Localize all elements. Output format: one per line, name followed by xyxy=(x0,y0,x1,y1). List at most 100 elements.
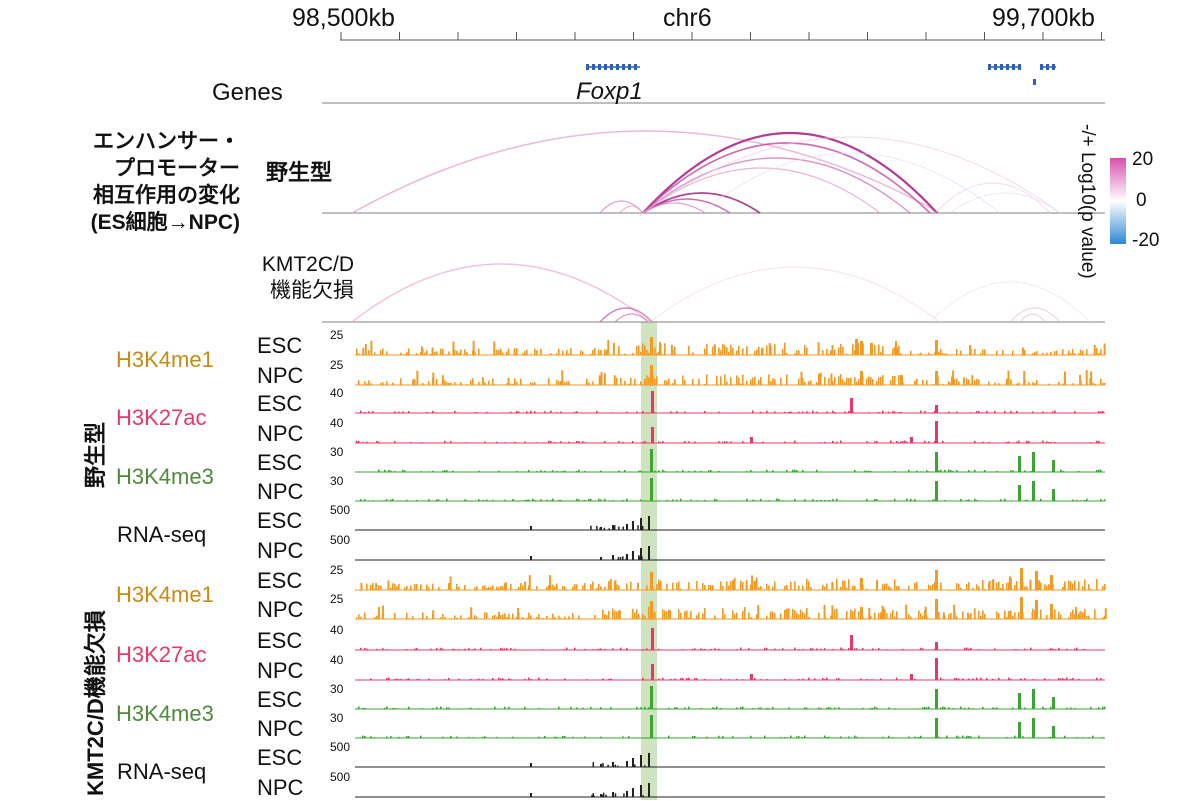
signal-peak xyxy=(1079,612,1081,619)
signal-bar xyxy=(748,612,750,619)
signal-bar xyxy=(704,411,706,413)
signal-bar xyxy=(824,736,826,738)
signal-bar xyxy=(472,649,474,650)
signal-bar xyxy=(382,382,384,385)
signal-bar xyxy=(580,737,582,738)
signal-bar xyxy=(526,411,528,413)
signal-bar xyxy=(634,379,636,385)
signal-bar xyxy=(676,737,678,738)
signal-bar xyxy=(544,411,546,413)
signal-bar xyxy=(522,471,524,472)
signal-bar xyxy=(868,412,870,413)
signal-bar xyxy=(1026,586,1028,590)
signal-bar xyxy=(394,584,396,590)
signal-bar xyxy=(520,583,522,590)
signal-bar xyxy=(730,345,732,355)
signal-bar xyxy=(840,344,842,355)
signal-bar xyxy=(356,617,358,619)
signal-bar xyxy=(554,442,556,443)
signal-bar xyxy=(1014,736,1016,738)
signal-bar xyxy=(422,383,424,385)
signal-bar xyxy=(742,441,744,443)
signal-bar xyxy=(526,350,528,355)
signal-bar xyxy=(586,379,588,385)
signal-bar xyxy=(970,736,972,738)
signal-bar xyxy=(450,383,452,385)
signal-bar xyxy=(902,649,904,650)
signal-bar xyxy=(550,471,552,472)
ruler-ticks xyxy=(341,32,1102,40)
signal-bar xyxy=(596,649,598,650)
gene-exon xyxy=(1040,64,1043,70)
signal-bar xyxy=(562,736,564,738)
signal-bar xyxy=(982,737,984,738)
signal-bar xyxy=(362,708,364,709)
signal-bar xyxy=(686,500,688,501)
signal-bar xyxy=(660,442,662,443)
signal-bar xyxy=(646,737,648,738)
signal-bar xyxy=(664,343,666,355)
signal-bar xyxy=(412,708,414,709)
signal-peak xyxy=(1052,726,1055,738)
signal-bar xyxy=(510,412,512,413)
signal-bar xyxy=(648,353,650,355)
signal-bar xyxy=(604,441,606,443)
signal-bar xyxy=(560,411,562,413)
signal-bar xyxy=(576,441,578,443)
signal-bar xyxy=(892,348,894,355)
signal-bar xyxy=(850,442,852,443)
signal-bar xyxy=(666,500,668,501)
signal-bar xyxy=(766,584,768,590)
signal-peak xyxy=(925,607,927,619)
signal-bar xyxy=(536,350,538,355)
signal-bar xyxy=(502,586,504,590)
signal-bar xyxy=(942,679,944,680)
signal-peak xyxy=(651,391,654,413)
signal-bar xyxy=(386,707,388,709)
signal-bar xyxy=(800,354,802,355)
signal-bar xyxy=(1052,649,1054,650)
signal-bar xyxy=(598,499,600,501)
signal-bar xyxy=(594,348,596,355)
signal-bar xyxy=(622,708,624,709)
signal-bar xyxy=(578,441,580,443)
signal-bar xyxy=(642,614,644,619)
signal-bar xyxy=(638,470,640,472)
signal-bar xyxy=(716,707,718,709)
signal-bar xyxy=(736,613,738,619)
signal-bar xyxy=(684,611,686,619)
signal-bar xyxy=(676,471,678,472)
signal-bar xyxy=(420,412,422,413)
signal-bar xyxy=(466,352,468,355)
signal-bar xyxy=(624,470,626,472)
signal-bar xyxy=(494,615,496,619)
signal-bar xyxy=(802,649,804,650)
signal-bar xyxy=(1060,615,1062,619)
signal-peak xyxy=(770,612,772,619)
signal-bar xyxy=(786,353,788,355)
signal-bar xyxy=(566,350,568,355)
signal-bar xyxy=(1004,411,1006,413)
signal-bar xyxy=(696,581,698,590)
signal-bar xyxy=(986,471,988,472)
signal-bar xyxy=(442,649,444,650)
signal-bar xyxy=(582,708,584,709)
signal-bar xyxy=(656,353,658,355)
signal-bar xyxy=(794,441,796,443)
signal-bar xyxy=(1062,384,1064,385)
signal-bar xyxy=(692,379,694,385)
signal-bar xyxy=(578,470,580,472)
signal-bar xyxy=(980,412,982,413)
signal-bar xyxy=(478,471,480,472)
signal-bar xyxy=(616,611,618,619)
signal-bar xyxy=(680,613,682,619)
signal-bar xyxy=(464,585,466,590)
signal-bar xyxy=(824,648,826,650)
signal-bar xyxy=(1024,649,1026,650)
signal-bar xyxy=(648,377,650,385)
signal-bar xyxy=(708,470,710,472)
signal-bar xyxy=(888,586,890,590)
signal-bar xyxy=(498,350,500,355)
signal-bar xyxy=(422,612,424,619)
signal-bar xyxy=(676,500,678,501)
